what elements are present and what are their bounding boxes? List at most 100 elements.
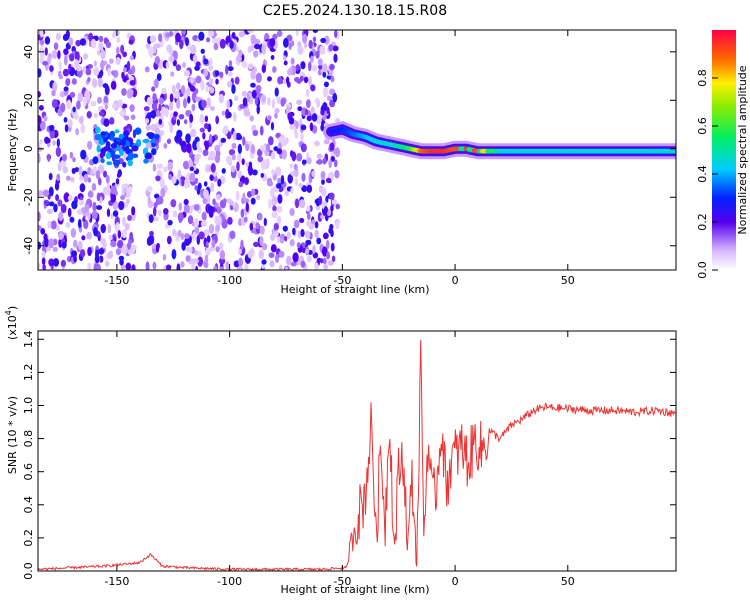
heatmap-noise-cell: [280, 98, 285, 107]
heatmap-noise-cell: [289, 207, 295, 217]
heatmap-noise-cell: [200, 80, 205, 91]
heatmap-noise-cell: [237, 152, 242, 163]
heatmap-noise-cell: [245, 202, 249, 213]
heatmap-noise-cell: [228, 60, 233, 67]
heatmap-cluster-cell: [145, 152, 152, 157]
heatmap-noise-cell: [176, 82, 181, 90]
heatmap-noise-cell: [273, 222, 280, 231]
heatmap-noise-cell: [247, 46, 252, 53]
heatmap-noise-cell: [109, 117, 115, 125]
heatmap-noise-cell: [92, 166, 97, 174]
heatmap-noise-cell: [115, 221, 120, 231]
heatmap-noise-cell: [47, 153, 51, 162]
heatmap-noise-cell: [77, 218, 82, 229]
heatmap-noise-cell: [237, 171, 243, 178]
heatmap-noise-cell: [197, 256, 204, 267]
heatmap-noise-cell: [317, 58, 323, 66]
heatmap-noise-cell: [235, 190, 240, 201]
heatmap-noise-cell: [226, 198, 233, 204]
heatmap-noise-cell: [82, 217, 86, 222]
heatmap-noise-cell: [129, 55, 134, 61]
heatmap-noise-cell: [55, 32, 61, 41]
heatmap-noise-cell: [38, 115, 42, 125]
heatmap-cluster-cell: [151, 148, 157, 156]
heatmap-noise-cell: [180, 85, 186, 95]
heatmap-y-tick-label: -20: [22, 188, 35, 206]
heatmap-noise-cell: [71, 78, 77, 85]
heatmap-noise-cell: [189, 172, 196, 183]
heatmap-noise-cell: [235, 46, 239, 53]
heatmap-noise-cell: [334, 147, 341, 158]
heatmap-noise-cell: [104, 260, 110, 267]
heatmap-noise-cell: [194, 96, 202, 102]
heatmap-cluster-cell: [96, 144, 101, 153]
heatmap-noise-cell: [277, 194, 283, 204]
heatmap-noise-cell: [192, 231, 197, 241]
heatmap-noise-cell: [210, 163, 216, 173]
heatmap-noise-cell: [276, 183, 282, 189]
heatmap-noise-cell: [60, 259, 67, 268]
heatmap-x-label: Height of straight line (km): [280, 283, 429, 296]
heatmap-noise-cell: [329, 142, 335, 151]
heatmap-noise-cell: [87, 246, 92, 257]
heatmap-noise-cell: [53, 258, 60, 267]
heatmap-noise-cell: [219, 266, 225, 270]
heatmap-noise-cell: [153, 43, 157, 54]
snr-y-tick-label: 0.4: [22, 496, 35, 514]
heatmap-noise-cell: [66, 99, 72, 110]
heatmap-noise-cell: [284, 190, 289, 197]
heatmap-noise-cell: [294, 177, 298, 187]
heatmap-noise-cell: [232, 130, 237, 141]
snr-x-ticks: -150 -100 -50 0 50: [104, 331, 575, 588]
heatmap-x-tick-label: -100: [217, 274, 242, 287]
heatmap-noise-cell: [110, 193, 117, 203]
heatmap-cluster-cell: [132, 129, 141, 135]
heatmap-noise-cell: [277, 76, 283, 85]
heatmap-noise-cell: [201, 211, 207, 221]
heatmap-noise-cell: [274, 87, 279, 97]
heatmap-noise-cell: [175, 64, 182, 72]
heatmap-noise-cell: [159, 177, 165, 188]
heatmap-noise-cell: [105, 174, 110, 184]
heatmap-noise-cell: [310, 84, 316, 92]
heatmap-noise-cell: [209, 86, 215, 94]
heatmap-noise-cell: [157, 209, 162, 217]
heatmap-noise-cell: [38, 190, 44, 197]
heatmap-x-tick-label: -50: [333, 274, 351, 287]
heatmap-noise-cell: [39, 138, 43, 145]
heatmap-noise-cell: [260, 144, 266, 152]
heatmap-noise-cell: [254, 43, 261, 50]
heatmap-noise-cell: [245, 111, 251, 117]
heatmap-noise-cell: [146, 112, 154, 119]
heatmap-noise-cell: [213, 266, 218, 270]
heatmap-noise-cell: [261, 44, 267, 55]
heatmap-noise-cell: [268, 136, 274, 146]
heatmap-noise-cell: [87, 77, 91, 83]
heatmap-noise-cell: [71, 200, 78, 210]
heatmap-noise-cell: [301, 172, 306, 182]
heatmap-noise-cell: [269, 187, 275, 198]
heatmap-noise-cell: [93, 81, 98, 87]
heatmap-noise-cell: [106, 182, 110, 193]
heatmap-noise-cell: [121, 244, 128, 255]
heatmap-noise-cell: [69, 151, 74, 159]
heatmap-noise-cell: [58, 231, 65, 241]
heatmap-noise-cell: [78, 199, 85, 206]
heatmap-noise-cell: [80, 149, 87, 160]
heatmap-noise-cell: [67, 195, 73, 201]
heatmap-noise-cell: [308, 39, 313, 49]
heatmap-noise-cell: [176, 98, 181, 110]
heatmap-noise-cell: [53, 203, 58, 213]
heatmap-noise-cell: [154, 78, 159, 89]
heatmap-noise-cell: [75, 128, 79, 136]
heatmap-noise-cell: [314, 140, 320, 147]
heatmap-noise-cell: [102, 83, 109, 89]
heatmap-noise-cell: [146, 96, 153, 106]
heatmap-noise-cell: [294, 132, 299, 139]
heatmap-noise-cell: [218, 257, 226, 265]
heatmap-noise-cell: [318, 195, 323, 206]
heatmap-noise-cell: [322, 71, 327, 78]
heatmap-cluster-cell: [125, 145, 130, 153]
heatmap-noise-cell: [183, 180, 191, 189]
heatmap-noise-cell: [174, 90, 180, 100]
